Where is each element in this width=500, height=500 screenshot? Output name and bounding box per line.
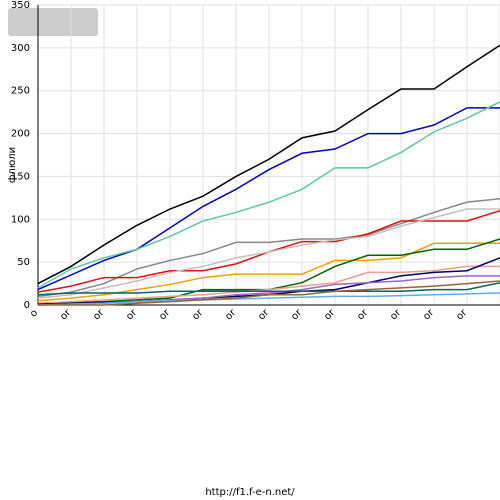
y-tick-label: 300 bbox=[11, 43, 30, 54]
series-line bbox=[38, 280, 500, 306]
y-tick-label: 250 bbox=[11, 86, 30, 97]
series-line bbox=[37, 208, 500, 299]
x-tick-label: or bbox=[157, 307, 173, 323]
x-tick-label: or bbox=[388, 307, 404, 323]
series-line bbox=[37, 265, 500, 305]
x-tick-label: or bbox=[124, 307, 140, 323]
series-line bbox=[37, 107, 500, 291]
y-tick-label: 100 bbox=[11, 214, 30, 225]
y-tick-label: 0 bbox=[24, 300, 30, 311]
x-tick-label: o bbox=[28, 307, 40, 319]
series-line bbox=[37, 197, 500, 298]
series-line bbox=[37, 281, 500, 296]
x-tick-label: or bbox=[190, 307, 206, 323]
x-tick-label: or bbox=[223, 307, 239, 323]
x-tick-label: or bbox=[58, 307, 74, 323]
y-tick-label: 150 bbox=[11, 171, 30, 182]
x-tick-label: or bbox=[355, 307, 371, 323]
y-axis-label: флюли bbox=[7, 147, 18, 183]
x-tick-label: or bbox=[289, 307, 305, 323]
y-tick-label: 50 bbox=[17, 257, 30, 268]
x-tick-label: or bbox=[256, 307, 272, 323]
series-line bbox=[37, 44, 500, 285]
x-tick-label: or bbox=[421, 307, 437, 323]
footer: http://f1.f-e-n.net/ bbox=[205, 487, 295, 498]
series-line bbox=[37, 292, 500, 306]
x-tick-label: or bbox=[454, 307, 470, 323]
x-tick-label: or bbox=[91, 307, 107, 323]
logo bbox=[8, 8, 98, 36]
y-tick-label: 200 bbox=[11, 129, 30, 140]
y-tick-label: 350 bbox=[11, 0, 30, 11]
x-tick-label: or bbox=[322, 307, 338, 323]
series-line bbox=[37, 101, 500, 289]
